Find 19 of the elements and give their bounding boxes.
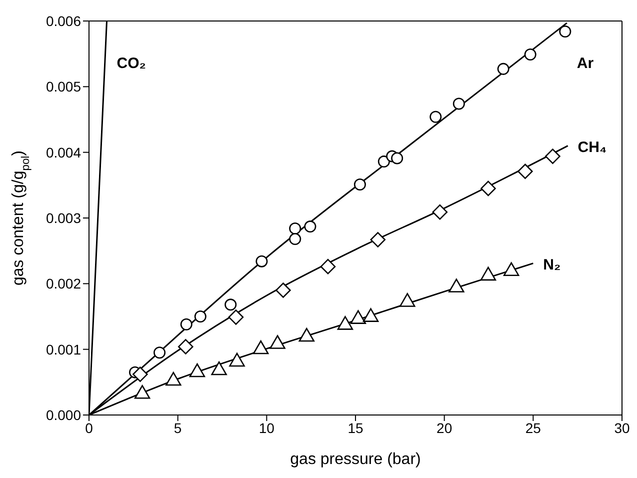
y-tick-label: 0.000	[46, 406, 82, 423]
x-axis-title: gas pressure (bar)	[290, 451, 421, 468]
x-tick-label: 5	[174, 420, 182, 436]
x-tick-label: 15	[348, 420, 364, 436]
x-tick-label: 25	[525, 420, 542, 436]
y-tick-label: 0.006	[46, 12, 82, 29]
x-tick-label: 20	[436, 420, 452, 436]
x-tick-label: 0	[85, 420, 94, 436]
y-tick-label: 0.004	[46, 144, 82, 160]
x-tick-label: 30	[614, 420, 630, 436]
text: Ar	[576, 55, 594, 72]
y-tick-label: 0.002	[46, 276, 82, 292]
series-label: CO₂	[116, 55, 146, 72]
y-tick-label: 0.001	[46, 341, 82, 358]
series-label: N₂	[543, 256, 561, 274]
y-tick-label: 0.005	[46, 78, 82, 95]
y-tick-label: 0.003	[46, 210, 82, 226]
series-label: CH₄	[578, 138, 607, 156]
x-tick-label: 10	[258, 420, 275, 436]
